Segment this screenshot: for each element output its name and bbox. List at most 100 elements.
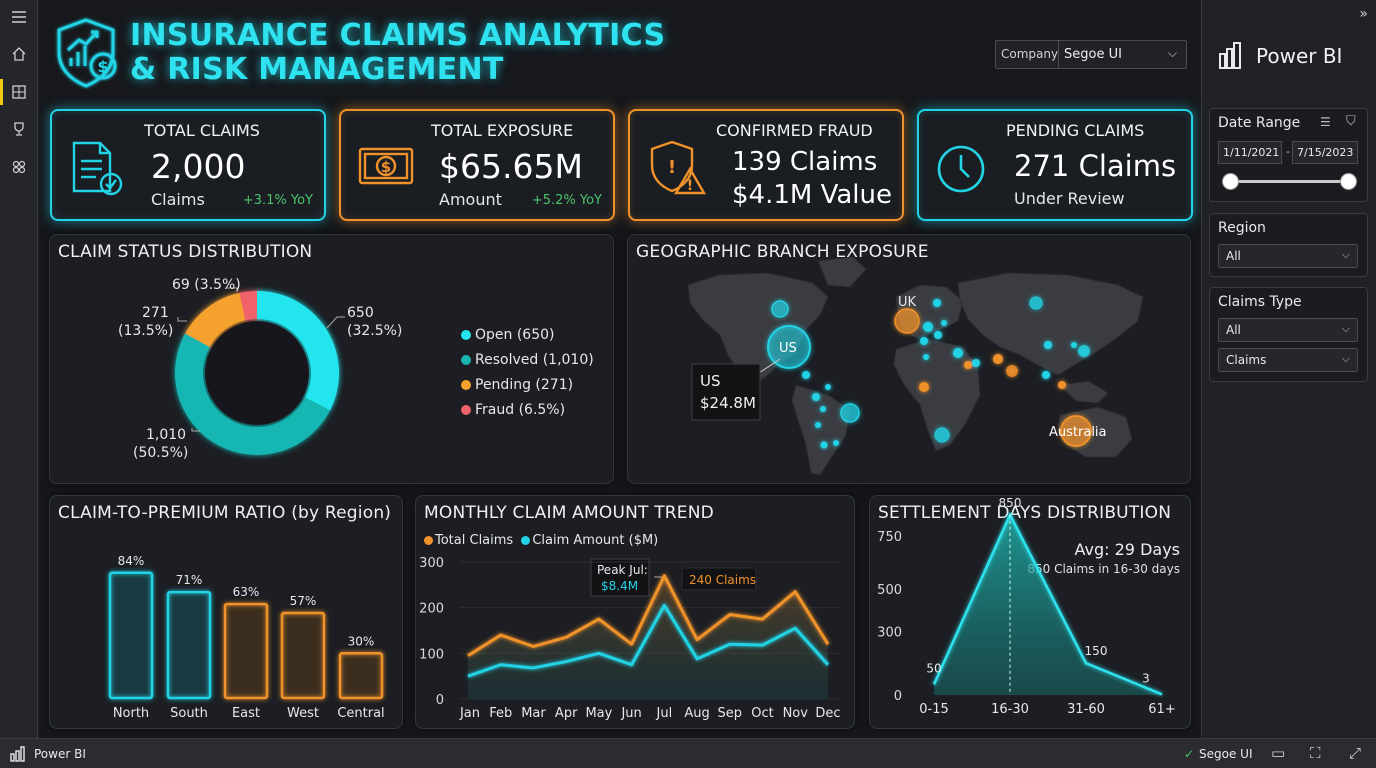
legend-fraud[interactable]: Fraud (6.5%) xyxy=(461,402,565,418)
bar-label-east: 63% xyxy=(233,585,260,599)
page-title-line1: INSURANCE CLAIMS ANALYTICS xyxy=(130,18,666,53)
home-icon[interactable] xyxy=(8,43,30,65)
bubble-peru xyxy=(815,422,821,428)
bar-label-central: 30% xyxy=(348,634,375,648)
bubble-south-africa xyxy=(934,427,950,443)
money-bill-icon: $ xyxy=(358,147,414,185)
focus-mode-icon[interactable]: ⛶ xyxy=(1310,744,1321,762)
pending-data-label-1: 271 xyxy=(142,305,169,321)
bar-west[interactable] xyxy=(280,611,326,700)
us-tooltip-country: US xyxy=(700,372,721,390)
bubble-thailand xyxy=(1042,371,1050,379)
total-claims-line[interactable] xyxy=(467,574,830,657)
settle-xtick: 61+ xyxy=(1148,702,1175,717)
status-font[interactable]: Segoe UI xyxy=(1199,747,1253,761)
bar-south[interactable] xyxy=(166,590,212,700)
trend-xtick-may: May xyxy=(585,706,612,721)
date-slider-handle-start[interactable] xyxy=(1222,173,1239,190)
bar-east[interactable] xyxy=(223,602,269,700)
legend-resolved[interactable]: Resolved (1,010) xyxy=(461,352,594,368)
svg-text:$: $ xyxy=(97,57,108,76)
trend-ytick: 100 xyxy=(419,647,444,662)
bar-category-west: West xyxy=(287,706,319,721)
region-dropdown[interactable]: All ⌵ xyxy=(1218,244,1358,268)
kpi-total-exposure[interactable]: $ TOTAL EXPOSURE $65.65M Amount +5.2% Yo… xyxy=(339,109,615,221)
company-slicer[interactable]: Company Segoe UI ⌵ xyxy=(995,40,1187,69)
bubble-europe-3 xyxy=(920,337,928,345)
expand-icon[interactable]: ⤢ xyxy=(1349,744,1362,762)
region-slicer[interactable]: Region All ⌵ xyxy=(1209,213,1368,277)
bubble-australia xyxy=(1060,415,1092,447)
legend-open-swatch xyxy=(461,330,471,340)
legend-pending[interactable]: Pending (271) xyxy=(461,377,573,393)
bubble-brazil-2 xyxy=(840,403,860,423)
settle-line xyxy=(932,511,1163,696)
svg-text:$: $ xyxy=(381,158,391,176)
goals-trophy-icon[interactable] xyxy=(8,118,30,140)
claim-amount-line[interactable] xyxy=(467,603,830,678)
bubble-uk xyxy=(894,308,920,334)
claims-type-slicer[interactable]: Claims Type All ⌵ Claims ⌵ xyxy=(1209,287,1368,382)
kpi-pending-claims[interactable]: PENDING CLAIMS 271 Claims Under Review xyxy=(917,109,1193,221)
asia-shape xyxy=(957,272,1144,376)
date-range-slicer[interactable]: Date Range ☰ ⛉ 1/11/2021 - 7/15/2023 xyxy=(1209,108,1368,202)
company-value: Segoe UI xyxy=(1064,47,1122,62)
donut-slice-pending[interactable] xyxy=(185,292,246,347)
legend-fraud-swatch xyxy=(461,405,471,415)
claim-status-panel[interactable]: CLAIM STATUS DISTRIBUTION 650 (32.5%) 27… xyxy=(49,234,614,484)
legend-open[interactable]: Open (650) xyxy=(461,327,555,343)
comment-icon[interactable]: ▭ xyxy=(1271,744,1286,762)
kpi-confirmed-fraud[interactable]: ! ! CONFIRMED FRAUD 139 Claims $4.1M Val… xyxy=(628,109,904,221)
greenland-shape xyxy=(817,256,867,288)
settlement-days-panel[interactable]: SETTLEMENT DAYS DISTRIBUTION Avg: 29 Day… xyxy=(869,495,1191,729)
donut-slice-fraud[interactable] xyxy=(239,291,257,321)
date-end-input[interactable]: 7/15/2023 xyxy=(1292,141,1358,164)
legend-resolved-label: Resolved (1,010) xyxy=(475,352,594,368)
settlement-days-title: SETTLEMENT DAYS DISTRIBUTION xyxy=(878,503,1172,523)
kpi-total-exposure-sub: Amount xyxy=(439,190,502,209)
date-start-input[interactable]: 1/11/2021 xyxy=(1218,141,1282,164)
us-tooltip-value: $24.8M xyxy=(700,394,756,412)
date-slider-handle-end[interactable] xyxy=(1340,173,1357,190)
settle-xtick: 31-60 xyxy=(1067,702,1105,717)
bar-category-central: Central xyxy=(337,706,384,721)
kpi-total-claims-value: 2,000 xyxy=(151,147,246,186)
filter-icon[interactable]: ⛉ xyxy=(1346,114,1356,129)
donut-slice-open[interactable] xyxy=(257,291,339,411)
bar-north[interactable] xyxy=(108,571,154,700)
world-map: UK US Australia US $24.8M xyxy=(687,256,1144,476)
claims-type-dropdown-1[interactable]: All ⌵ xyxy=(1218,318,1358,342)
geo-exposure-panel[interactable]: GEOGRAPHIC BRANCH EXPOSURE xyxy=(627,234,1191,484)
kpi-total-claims[interactable]: TOTAL CLAIMS 2,000 Claims +3.1% YoY xyxy=(50,109,326,221)
trend-ytick: 0 xyxy=(436,693,444,708)
collapse-pane-icon[interactable]: » xyxy=(1359,6,1368,22)
open-data-label-1: 650 xyxy=(347,305,374,321)
settle-data-label: 50 xyxy=(926,661,941,675)
slicer-options-icon[interactable]: ☰ xyxy=(1320,115,1331,129)
chevron-down-icon: ⌵ xyxy=(1167,46,1177,60)
status-bar: Power BI ✓ Segoe UI ▭ ⛶ ⤢ xyxy=(0,738,1376,768)
page-title: INSURANCE CLAIMS ANALYTICS & RISK MANAGE… xyxy=(130,19,665,87)
bubble-mexico xyxy=(802,371,810,379)
bar-category-north: North xyxy=(113,706,149,721)
trend-xtick-apr: Apr xyxy=(555,706,578,721)
claims-type-dropdown-2[interactable]: Claims ⌵ xyxy=(1218,348,1358,372)
hamburger-menu-icon[interactable] xyxy=(8,6,30,28)
bubble-india-south xyxy=(1006,365,1018,377)
trend-ytick: 200 xyxy=(419,602,444,617)
apps-icon[interactable] xyxy=(8,156,30,178)
report-pages-icon[interactable] xyxy=(8,81,30,103)
bubble-gulf xyxy=(972,359,980,367)
africa-shape xyxy=(893,338,981,452)
claim-premium-ratio-panel[interactable]: CLAIM-TO-PREMIUM RATIO (by Region) 84% No… xyxy=(49,495,403,729)
donut-slice-resolved[interactable] xyxy=(174,333,331,456)
chevron-down-icon: ⌵ xyxy=(1341,352,1350,365)
bubble-indonesia xyxy=(1058,381,1066,389)
bubble-russia xyxy=(1029,296,1043,310)
legend-total-claims-swatch xyxy=(424,536,433,545)
legend-resolved-swatch xyxy=(461,355,471,365)
peak-value: $8.4M xyxy=(601,579,638,593)
monthly-trend-panel[interactable]: MONTHLY CLAIM AMOUNT TREND Total Claims … xyxy=(415,495,855,729)
date-slider-track[interactable] xyxy=(1230,180,1350,183)
bar-central[interactable] xyxy=(338,652,384,700)
